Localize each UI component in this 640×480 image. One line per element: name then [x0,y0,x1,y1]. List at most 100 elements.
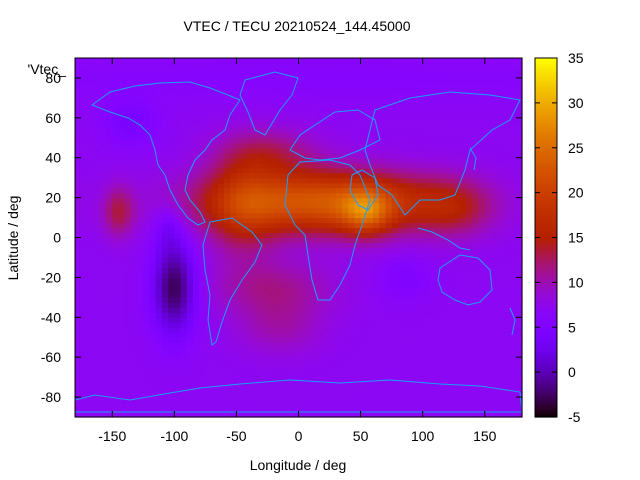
heatmap-cell [106,237,113,244]
heatmap-cell [124,197,132,204]
heatmap-cell [509,232,517,239]
heatmap-cell [242,197,250,204]
heatmap-cell [509,142,517,149]
heatmap-cell [472,222,480,229]
heatmap-cell [410,162,418,169]
heatmap-cell [329,367,337,373]
heatmap-cell [224,397,231,403]
heatmap-cell [161,247,169,254]
heatmap-cell [397,167,405,174]
heatmap-cell [478,292,486,298]
heatmap-cell [422,77,430,84]
heatmap-cell [161,192,169,199]
heatmap-cell [323,252,331,259]
heatmap-cell [130,202,138,209]
heatmap-cell [404,192,411,199]
heatmap-cell [292,117,300,124]
heatmap-cell [515,207,523,214]
heatmap-cell [329,272,337,278]
heatmap-cell [155,297,163,303]
heatmap-cell [248,167,256,174]
heatmap-cell [360,412,368,418]
heatmap-cell [155,242,163,249]
heatmap-cell [279,157,287,164]
heatmap-cell [124,272,132,278]
heatmap-cell [379,212,387,219]
heatmap-cell [360,392,368,398]
heatmap-cell [317,207,324,214]
heatmap-cell [292,357,300,363]
heatmap-cell [466,342,473,348]
heatmap-cell [453,397,461,403]
heatmap-cell [273,87,281,94]
heatmap-cell [230,102,238,109]
heatmap-cell [509,247,517,254]
heatmap-cell [137,402,144,408]
heatmap-cell [211,82,219,89]
heatmap-cell [317,302,324,308]
heatmap-cell [310,162,318,169]
heatmap-cell [180,347,188,353]
heatmap-cell [118,292,126,298]
heatmap-cell [490,402,498,408]
heatmap-cell [230,362,238,368]
heatmap-cell [453,347,461,353]
heatmap-cell [373,267,380,274]
heatmap-cell [224,387,231,393]
heatmap-cell [261,102,269,109]
heatmap-cell [186,412,194,418]
heatmap-cell [267,297,275,303]
heatmap-cell [379,247,387,254]
heatmap-cell [379,412,387,418]
heatmap-cell [137,197,144,204]
heatmap-cell [106,342,113,348]
heatmap-cell [112,122,120,129]
heatmap-cell [385,137,393,144]
heatmap-cell [478,222,486,229]
heatmap-cell [242,157,250,164]
heatmap-cell [106,157,113,164]
heatmap-cell [490,72,498,79]
heatmap-cell [242,367,250,373]
heatmap-cell [435,312,442,318]
heatmap-cell [286,127,293,134]
heatmap-cell [174,232,182,239]
heatmap-cell [379,227,387,234]
heatmap-cell [93,352,101,358]
heatmap-cell [199,67,206,74]
heatmap-cell [137,267,144,274]
heatmap-cell [329,277,337,283]
heatmap-cell [124,207,132,214]
heatmap-cell [217,212,225,219]
heatmap-cell [472,92,480,99]
heatmap-cell [155,342,163,348]
heatmap-cell [360,287,368,293]
heatmap-cell [329,327,337,333]
heatmap-cell [168,232,175,239]
heatmap-cell [248,287,256,293]
heatmap-cell [99,327,107,333]
heatmap-cell [99,162,107,169]
heatmap-cell [118,362,126,368]
heatmap-cell [310,277,318,283]
heatmap-cell [230,377,238,383]
heatmap-cell [149,87,157,94]
heatmap-cell [310,257,318,264]
heatmap-cell [466,92,473,99]
heatmap-cell [490,117,498,124]
heatmap-cell [304,242,312,249]
heatmap-cell [497,372,504,378]
heatmap-cell [310,87,318,94]
heatmap-cell [112,332,120,338]
heatmap-cell [155,287,163,293]
heatmap-cell [391,262,399,269]
heatmap-cell [93,327,101,333]
heatmap-cell [472,232,480,239]
heatmap-cell [149,187,157,194]
heatmap-cell [93,177,101,184]
heatmap-cell [149,217,157,224]
heatmap-cell [149,142,157,149]
heatmap-cell [422,372,430,378]
heatmap-cell [453,342,461,348]
heatmap-cell [217,137,225,144]
